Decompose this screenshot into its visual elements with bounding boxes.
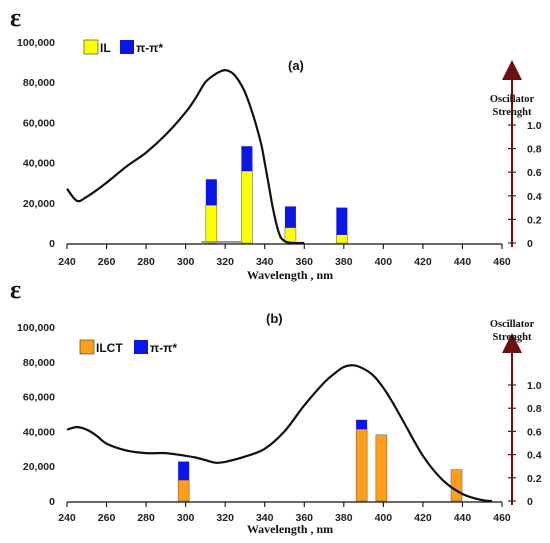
x-tick-label: 340 xyxy=(256,256,274,268)
bar-ilct xyxy=(375,434,388,502)
x-tick-label: 260 xyxy=(98,512,116,524)
oscillator-tick-label: 0.8 xyxy=(527,403,542,415)
oscillator-tick-label: 0.6 xyxy=(527,426,542,438)
bar-pi-pi-star xyxy=(178,461,190,481)
oscillator-tick-label: 0.4 xyxy=(527,191,542,203)
oscillator-tick-label: 0 xyxy=(527,238,533,250)
oscillator-ticks: 1.0 0.8 0.6 0.4 0.2 0 xyxy=(508,120,542,250)
oscillator-tick-label: 0.2 xyxy=(527,473,542,485)
legend: IL π-π* xyxy=(83,39,163,55)
y-axis-left: 100,000 80,000 60,000 40,000 20,000 0 xyxy=(17,37,55,250)
x-tick-label: 460 xyxy=(493,512,511,524)
x-tick-label: 380 xyxy=(335,256,353,268)
y-tick-label: 20,000 xyxy=(23,461,55,473)
oscillator-tick-label: 1.0 xyxy=(527,380,542,392)
legend-label-pipi: π-π* xyxy=(150,341,177,355)
bar-pi-pi-star xyxy=(336,207,348,235)
bars xyxy=(205,146,348,244)
legend: ILCT π-π* xyxy=(79,339,177,355)
oscillator-tick-label: 0.8 xyxy=(527,144,542,156)
y-tick-label: 80,000 xyxy=(23,77,55,89)
x-tick-label: 300 xyxy=(177,512,195,524)
y-axis-right: Oscillator Strenght 1.0 0.8 0.6 0.4 0.2 0 xyxy=(490,319,542,508)
panel-label: (b) xyxy=(266,311,283,326)
bar-il xyxy=(284,227,297,244)
y-tick-label: 0 xyxy=(49,496,55,508)
x-tick-label: 280 xyxy=(137,256,155,268)
legend-label-il: IL xyxy=(100,41,111,55)
epsilon-symbol: ε xyxy=(10,3,21,32)
y-tick-label: 20,000 xyxy=(23,198,55,210)
oscillator-ticks: 1.0 0.8 0.6 0.4 0.2 0 xyxy=(508,380,542,508)
x-tick-label: 440 xyxy=(454,256,472,268)
y-tick-label: 60,000 xyxy=(23,117,55,129)
y-tick-label: 40,000 xyxy=(23,158,55,170)
x-tick-label: 360 xyxy=(296,512,314,524)
y-tick-label: 80,000 xyxy=(23,357,55,369)
bar-il xyxy=(336,234,348,244)
x-tick-label: 360 xyxy=(296,256,314,268)
y-axis-left: 100,000 80,000 60,000 40,000 20,000 0 xyxy=(17,322,55,508)
oscillator-tick-label: 1.0 xyxy=(527,120,542,132)
oscillator-tick-label: 0 xyxy=(527,496,533,508)
legend-label-pipi: π-π* xyxy=(136,41,163,55)
bar-ilct xyxy=(177,479,190,502)
panel-a: ε (a) IL π-π* 100,000 80,000 60,000 40,000 2… xyxy=(10,3,542,282)
x-tick-label: 420 xyxy=(414,512,432,524)
bars xyxy=(177,419,463,502)
x-tick-label: 320 xyxy=(216,256,234,268)
x-axis: 240 260 280 300 320 340 360 380 400 420 440 460 xyxy=(58,502,511,524)
x-tick-label: 400 xyxy=(375,512,393,524)
x-tick-label: 320 xyxy=(216,512,234,524)
bar-pi-pi-star xyxy=(205,179,217,206)
y-tick-label: 100,000 xyxy=(17,322,55,334)
x-axis-title: Wavelength , nm xyxy=(247,522,333,536)
oscillator-title-line2: Strenght xyxy=(493,332,532,343)
absorption-curve xyxy=(66,68,305,245)
bar-ilct xyxy=(355,428,368,502)
x-tick-label: 340 xyxy=(256,512,274,524)
y-tick-label: 60,000 xyxy=(23,392,55,404)
oscillator-title-line1: Oscillator xyxy=(490,319,535,330)
bar-pi-pi-star xyxy=(241,146,253,172)
oscillator-tick-label: 0.2 xyxy=(527,214,542,226)
absorption-curve xyxy=(66,364,493,503)
legend-swatch-il xyxy=(83,39,99,55)
epsilon-symbol: ε xyxy=(10,275,21,304)
x-tick-label: 240 xyxy=(58,256,76,268)
bar-pi-pi-star xyxy=(284,206,296,228)
bar-il xyxy=(205,204,218,244)
panel-label: (a) xyxy=(288,58,304,73)
x-tick-label: 260 xyxy=(98,256,116,268)
x-tick-label: 440 xyxy=(454,512,472,524)
legend-swatch-pipi xyxy=(134,340,148,354)
legend-label-ilct: ILCT xyxy=(96,341,123,355)
x-tick-label: 380 xyxy=(335,512,353,524)
y-tick-label: 0 xyxy=(49,238,55,250)
oscillator-title-line1: Oscillator xyxy=(490,94,535,105)
x-tick-label: 460 xyxy=(493,256,511,268)
x-tick-label: 300 xyxy=(177,256,195,268)
bar-pi-pi-star xyxy=(356,419,368,430)
oscillator-title-line2: Strenght xyxy=(493,107,532,118)
x-tick-label: 420 xyxy=(414,256,432,268)
x-axis-title: Wavelength , nm xyxy=(247,268,333,282)
y-axis-right: Oscillator Strenght 1.0 0.8 0.6 0.4 0.2 0 xyxy=(490,60,542,250)
oscillator-tick-label: 0.6 xyxy=(527,167,542,179)
legend-swatch-ilct xyxy=(79,339,95,355)
bar-ilct xyxy=(450,469,463,502)
x-axis: 240 260 280 300 320 340 360 380 400 420 440 460 xyxy=(58,244,511,268)
x-tick-label: 240 xyxy=(58,512,76,524)
x-tick-label: 400 xyxy=(375,256,393,268)
x-tick-label: 280 xyxy=(137,512,155,524)
y-tick-label: 100,000 xyxy=(17,37,55,49)
y-tick-label: 40,000 xyxy=(23,426,55,438)
bar-il xyxy=(241,170,253,244)
panel-b: ε (b) ILCT π-π* 100,000 80,000 60,000 40,00… xyxy=(10,275,542,536)
oscillator-tick-label: 0.4 xyxy=(527,450,542,462)
legend-swatch-pipi xyxy=(120,40,134,54)
